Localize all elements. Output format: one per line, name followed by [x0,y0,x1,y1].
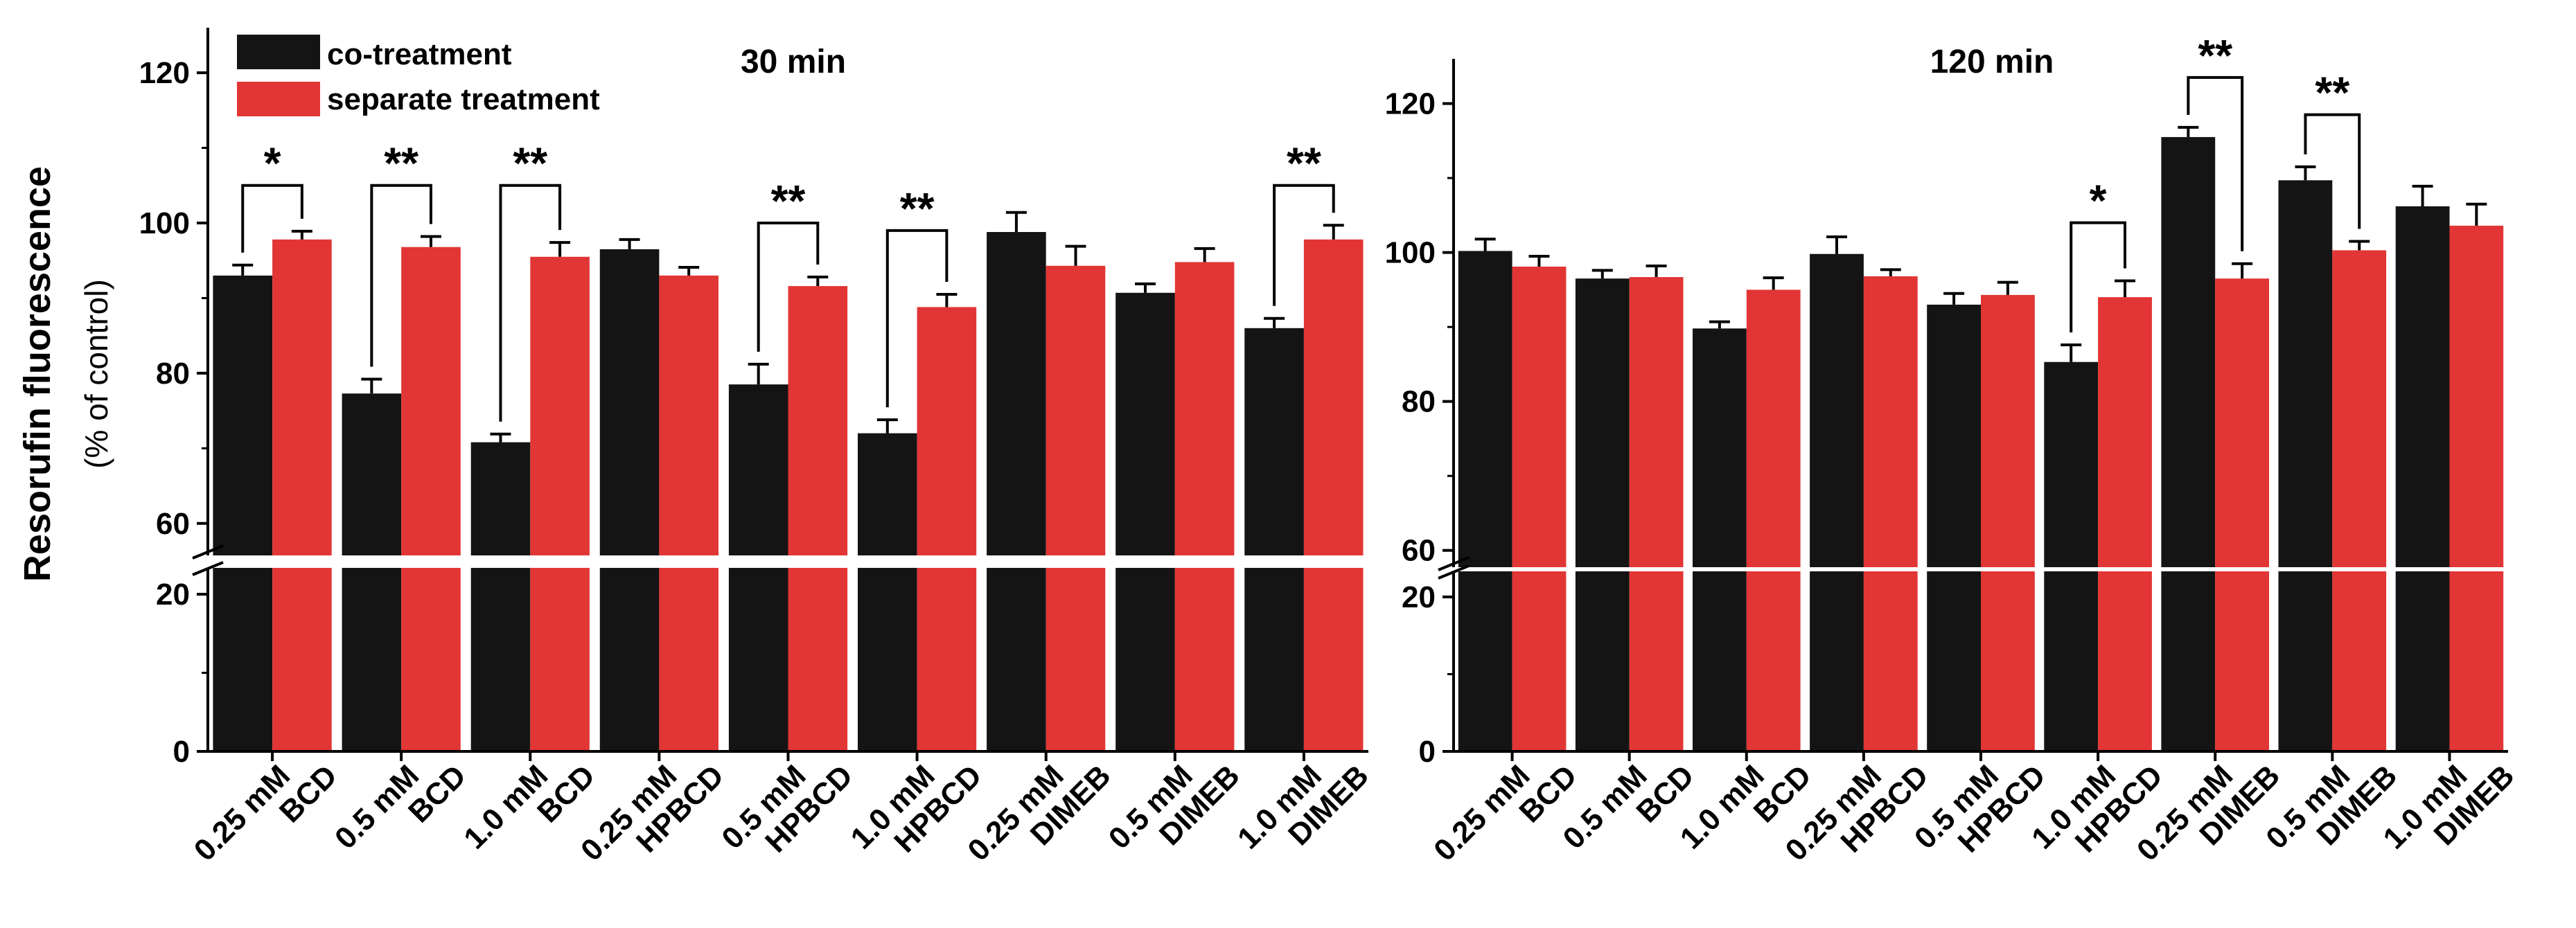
bar-separate-treatment [530,256,590,751]
significance-bracket [241,184,303,253]
y-tick-label: 100 [139,206,190,240]
bar-co-treatment [728,384,788,751]
bar-co-treatment [1458,251,1512,751]
category-label-compound: BCD [531,758,601,829]
y-tick-label: 120 [139,56,190,90]
panel-title: 30 min [741,44,846,80]
y-tick-label: 80 [1402,385,1436,419]
bar-separate-treatment [272,239,332,751]
bar-co-treatment [599,249,660,751]
significance-label: ** [771,176,806,226]
panel-title: 120 min [1930,44,2054,80]
bar-co-treatment [2044,362,2099,751]
axis-break-gap [1426,567,2522,571]
y-tick-label: 20 [1402,580,1436,614]
bar-separate-treatment [1863,276,1918,751]
bar-co-treatment [1810,253,1864,751]
y-axis-title: Resorufin fluorescence [17,166,58,582]
bar-separate-treatment [2215,278,2269,751]
bar-co-treatment [1927,304,1981,751]
significance-label: ** [2198,30,2232,80]
y-tick-label: 120 [1385,87,1436,121]
bar-separate-treatment [2332,250,2387,751]
y-tick-label: 60 [1402,534,1436,568]
axis-break-gap [180,555,1382,568]
bar-co-treatment [987,232,1046,751]
bar-separate-treatment [1746,289,1801,751]
bar-separate-treatment [401,247,461,751]
significance-label: ** [900,184,935,233]
bar-separate-treatment [1629,277,1684,752]
significance-label: ** [384,139,418,188]
bar-separate-treatment [659,275,718,751]
bar-co-treatment [1244,328,1304,751]
bar-co-treatment [2278,180,2333,751]
y-axis-label: Resorufin fluorescence [17,166,58,582]
legend-label-separate-treatment: separate treatment [327,82,600,116]
significance-label: ** [2315,68,2349,118]
significance-label: * [2090,176,2107,226]
bar-separate-treatment [1046,265,1106,751]
bar-separate-treatment [1512,267,1567,751]
significance-label: * [264,139,281,188]
significance-bracket [885,229,949,408]
bar-co-treatment [2395,206,2450,751]
bar-separate-treatment [2449,225,2504,751]
bar-co-treatment [470,442,531,751]
legend-swatch-co-treatment [237,35,320,69]
y-tick-label: 0 [1419,735,1436,769]
bar-separate-treatment [788,286,848,752]
category-label-compound: BCD [402,758,473,829]
y-axis-sublabel: (% of control) [78,279,114,469]
y-tick-label: 80 [156,357,190,391]
y-tick-label: 100 [1385,236,1436,270]
y-tick-label: 20 [156,578,190,612]
bar-co-treatment [213,275,272,751]
axis-break-mark [1438,556,1470,571]
significance-bracket [1273,184,1335,306]
significance-bracket [2070,221,2127,332]
significance-bracket [2187,75,2244,251]
significance-bracket [757,221,820,352]
bar-separate-treatment [1174,262,1235,751]
bar-co-treatment [342,393,402,751]
significance-bracket [370,184,432,367]
significance-label: ** [1287,139,1321,188]
axis-break-mark [192,561,224,576]
legend-swatch-separate-treatment [237,82,320,116]
y-axis-subtitle: (% of control) [78,279,114,469]
y-tick-label: 60 [156,507,190,541]
y-tick-label: 0 [173,735,190,769]
legend-label-co-treatment: co-treatment [327,37,512,71]
bar-co-treatment [1115,292,1175,751]
axis-break-mark [192,544,224,560]
bar-separate-treatment [1981,294,2035,751]
legend: co-treatment separate treatment [237,35,600,116]
significance-bracket [499,184,562,422]
bar-co-treatment [2161,136,2216,751]
bar-separate-treatment [1303,239,1364,751]
significance-label: ** [513,139,547,188]
bar-co-treatment [858,433,917,751]
bar-co-treatment [1693,328,1747,751]
bar-separate-treatment [917,307,977,751]
bar-co-treatment [1575,278,1630,751]
significance-bracket [2304,113,2361,229]
axis-break-mark [1438,564,1470,580]
bar-separate-treatment [2098,297,2152,752]
category-label-compound: BCD [273,758,344,829]
